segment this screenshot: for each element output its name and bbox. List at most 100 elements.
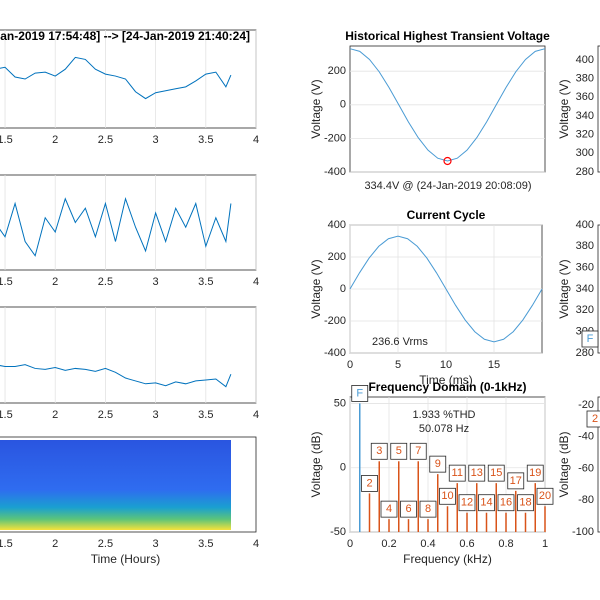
x-tick-label: 3.5 bbox=[198, 276, 213, 288]
y-tick-label: -200 bbox=[324, 315, 346, 327]
harmonic-label: 18 bbox=[519, 497, 531, 509]
y-axis-label: Voltage (dB) bbox=[557, 431, 571, 497]
line bbox=[349, 235, 543, 343]
harmonic-label: 17 bbox=[510, 475, 522, 487]
annotation: 50.078 Hz bbox=[419, 423, 469, 435]
x-axis-label: Time (Hours) bbox=[91, 552, 161, 566]
harmonic-box bbox=[478, 494, 495, 512]
x-tick-label: 2 bbox=[52, 538, 58, 550]
y-tick-label: 380 bbox=[576, 73, 594, 85]
harmonic-box bbox=[361, 475, 378, 492]
harmonic-box bbox=[497, 494, 515, 512]
line bbox=[0, 196, 232, 257]
harmonic-label: 19 bbox=[529, 467, 541, 479]
harmonic-box bbox=[468, 464, 486, 482]
y-tick-label: 200 bbox=[328, 251, 346, 263]
x-tick-label: 2 bbox=[52, 276, 58, 288]
y-tick-label: -50 bbox=[330, 526, 346, 538]
harmonic-box bbox=[419, 500, 437, 518]
y-tick-label: -20 bbox=[578, 399, 594, 411]
annotation: F bbox=[587, 333, 594, 345]
x-tick-label: 4 bbox=[253, 409, 259, 421]
harmonic-label: F bbox=[356, 387, 363, 399]
y-tick-label: 320 bbox=[576, 129, 594, 141]
x-tick-label: 0 bbox=[347, 359, 353, 371]
y-tick-label: 280 bbox=[576, 166, 594, 178]
x-tick-label: 3.5 bbox=[198, 409, 213, 421]
y-axis-label: Voltage (V) bbox=[557, 259, 571, 318]
y-tick-label: 360 bbox=[576, 262, 594, 274]
harmonic-label: 7 bbox=[415, 445, 421, 457]
y-tick-label: 200 bbox=[328, 65, 346, 77]
x-tick-label: 1.5 bbox=[0, 134, 13, 146]
harmonic-label: 6 bbox=[405, 503, 411, 515]
line bbox=[0, 364, 232, 388]
plot-area bbox=[597, 396, 600, 533]
harmonic-box bbox=[458, 494, 476, 512]
x-tick-label: 3 bbox=[153, 409, 159, 421]
chart-title: Current Cycle bbox=[407, 208, 486, 222]
harmonic-box bbox=[517, 494, 534, 512]
harmonic-label: 5 bbox=[396, 445, 402, 457]
x-tick-label: 2.5 bbox=[98, 276, 113, 288]
harmonic-label: 9 bbox=[435, 458, 441, 470]
harmonic-box bbox=[400, 500, 417, 518]
x-tick-label: 4 bbox=[253, 538, 259, 550]
harmonic-label: 20 bbox=[539, 490, 551, 502]
x-tick-label: 5 bbox=[395, 359, 401, 371]
plot-area bbox=[0, 29, 257, 129]
harmonic-label: 12 bbox=[461, 497, 473, 509]
plot-area bbox=[0, 436, 257, 533]
harmonic-box bbox=[380, 500, 398, 518]
y-tick-label: -100 bbox=[572, 526, 594, 538]
y-axis-label: Voltage (V) bbox=[557, 79, 571, 138]
x-tick-label: 10 bbox=[440, 359, 452, 371]
x-tick-label: 3 bbox=[153, 538, 159, 550]
y-tick-label: 400 bbox=[576, 219, 594, 231]
annotation: 334.4V @ (24-Jan-2019 20:08:09) bbox=[364, 180, 531, 192]
x-tick-label: 2 bbox=[52, 134, 58, 146]
harmonic-label: 10 bbox=[441, 490, 453, 502]
harmonic-label: 15 bbox=[490, 467, 502, 479]
harmonic-box bbox=[487, 464, 505, 482]
y-tick-label: -400 bbox=[324, 347, 346, 359]
harmonic-box bbox=[448, 464, 466, 482]
x-tick-label: 2 bbox=[52, 409, 58, 421]
x-tick-label: 1.5 bbox=[0, 276, 13, 288]
harmonic-label: 11 bbox=[452, 467, 463, 479]
line bbox=[0, 56, 232, 100]
plot-area bbox=[0, 306, 257, 404]
harmonic-label: 4 bbox=[386, 503, 392, 515]
y-tick-label: -200 bbox=[324, 132, 346, 144]
harmonic-box bbox=[526, 464, 544, 482]
harmonic-label: 3 bbox=[376, 445, 382, 457]
y-tick-label: -80 bbox=[578, 494, 594, 506]
harmonic-box bbox=[507, 472, 525, 490]
x-axis-label: Time (ms) bbox=[419, 373, 473, 387]
plot-area bbox=[597, 45, 600, 173]
harmonic-box bbox=[370, 442, 388, 460]
y-tick-label: 400 bbox=[576, 54, 594, 66]
x-tick-label: 0.4 bbox=[420, 538, 435, 550]
harmonic-box bbox=[409, 442, 427, 460]
x-tick-label: 3 bbox=[153, 134, 159, 146]
x-tick-label: 3.5 bbox=[198, 134, 213, 146]
y-tick-label: 340 bbox=[576, 283, 594, 295]
y-tick-label: 380 bbox=[576, 240, 594, 252]
y-tick-label: 300 bbox=[576, 147, 594, 159]
x-tick-label: 0.2 bbox=[381, 538, 396, 550]
y-tick-label: 0 bbox=[340, 99, 346, 111]
x-tick-label: 1.5 bbox=[0, 538, 13, 550]
harmonic-box bbox=[439, 487, 456, 505]
x-tick-label: 1 bbox=[542, 538, 548, 550]
x-tick-label: 0.6 bbox=[459, 538, 474, 550]
annotation: 2 bbox=[592, 413, 598, 425]
x-tick-label: 0.8 bbox=[498, 538, 513, 550]
annotation: 236.6 Vrms bbox=[372, 336, 428, 348]
x-tick-label: 3.5 bbox=[198, 538, 213, 550]
harmonic-label: 8 bbox=[425, 503, 431, 515]
plot-area bbox=[597, 224, 600, 354]
harmonic-box bbox=[429, 455, 447, 473]
harmonic-label: 14 bbox=[480, 497, 492, 509]
x-tick-label: 15 bbox=[488, 359, 500, 371]
